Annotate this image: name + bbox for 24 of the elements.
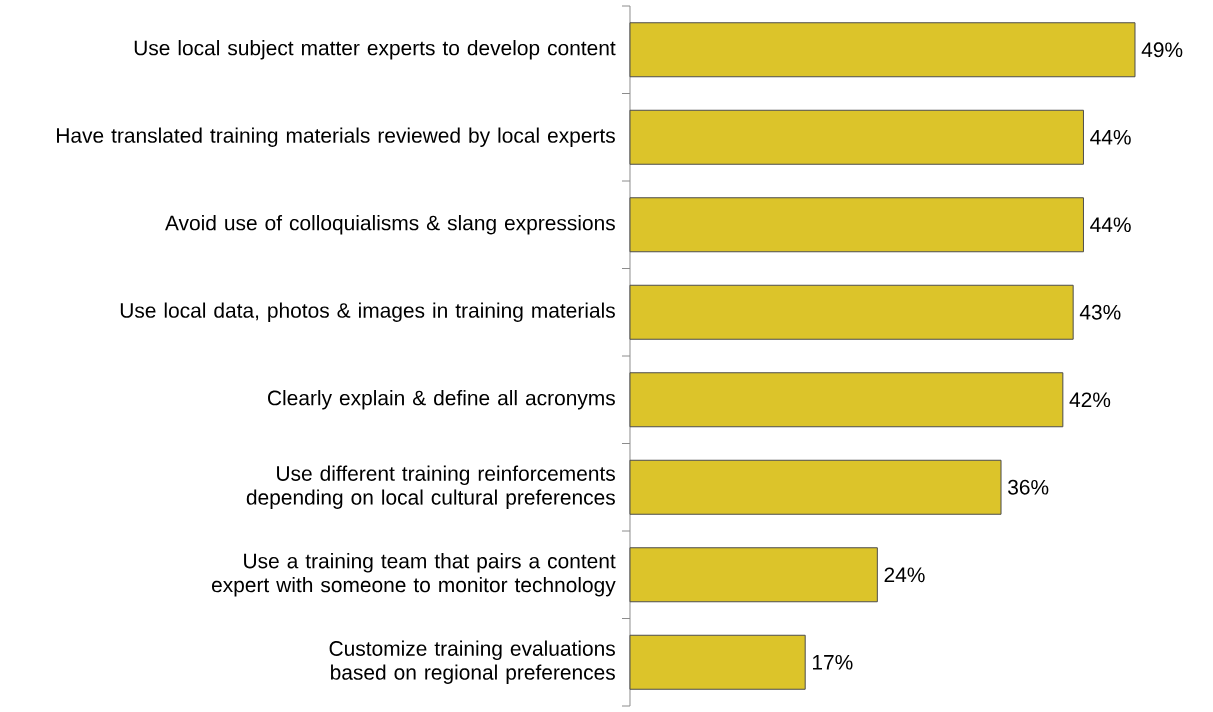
bar [629, 459, 1002, 515]
y-tick-label: Use local data, photos & images in training materials [120, 302, 615, 323]
bar [629, 22, 1136, 78]
bar [629, 197, 1084, 253]
data-label: 17% [812, 654, 853, 670]
y-tick-label: Use local subject matter experts to develop content [134, 40, 616, 60]
y-tick-label: Have translated training materials reviewed by local experts [57, 127, 615, 147]
y-tick-label: Use different training reinforcements depending on local cultural preferences [246, 465, 615, 509]
bar [629, 109, 1084, 165]
data-label: 44% [1090, 217, 1131, 233]
data-label: 24% [884, 567, 925, 583]
data-label: 44% [1090, 129, 1131, 145]
y-tick-label: Clearly explain & define all acronyms [268, 390, 615, 410]
bar [629, 547, 878, 603]
bar [629, 372, 1064, 428]
y-tick-label: Use a training team that pairs a content expert with someone to monitor technology [211, 553, 616, 597]
data-label: 36% [1008, 479, 1049, 495]
y-tick-label: Avoid use of colloquialisms & slang expressions [165, 215, 615, 235]
data-label: 43% [1079, 304, 1121, 320]
data-label: 49% [1141, 42, 1183, 58]
bar [629, 284, 1074, 340]
bar [629, 634, 806, 690]
y-tick-label: Customize training evaluations based on regional preferences [329, 640, 615, 684]
data-label: 42% [1069, 392, 1111, 408]
